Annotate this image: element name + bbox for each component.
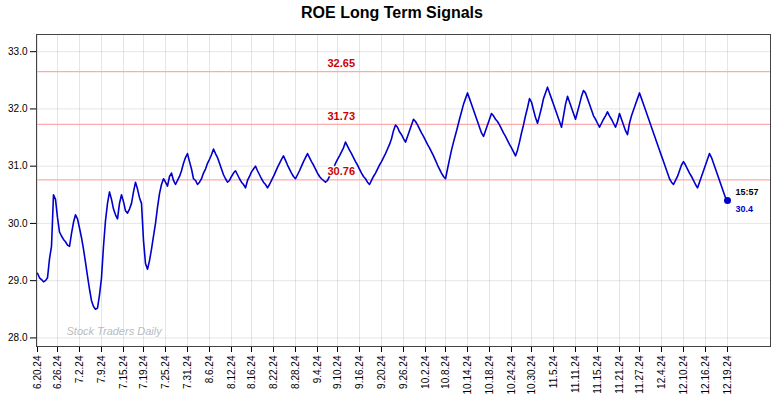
- svg-text:7.25.24: 7.25.24: [160, 355, 171, 389]
- svg-text:6.20.24: 6.20.24: [32, 355, 43, 389]
- svg-text:8.12.24: 8.12.24: [226, 355, 237, 389]
- svg-text:11.21.24: 11.21.24: [614, 355, 625, 394]
- svg-text:7.9.24: 7.9.24: [96, 355, 107, 383]
- svg-text:9.26.24: 9.26.24: [398, 355, 409, 389]
- svg-text:8.22.24: 8.22.24: [268, 355, 279, 389]
- svg-text:7.19.24: 7.19.24: [138, 355, 149, 389]
- svg-text:9.20.24: 9.20.24: [376, 355, 387, 389]
- svg-text:10.14.24: 10.14.24: [462, 355, 473, 394]
- svg-text:9.10.24: 9.10.24: [332, 355, 343, 389]
- svg-text:6.26.24: 6.26.24: [52, 355, 63, 389]
- svg-text:30.0: 30.0: [8, 218, 28, 229]
- svg-text:9.4.24: 9.4.24: [312, 355, 323, 383]
- svg-text:7.2.24: 7.2.24: [74, 355, 85, 383]
- svg-text:10.18.24: 10.18.24: [484, 355, 495, 394]
- svg-text:8.6.24: 8.6.24: [204, 355, 215, 383]
- svg-text:7.31.24: 7.31.24: [182, 355, 193, 389]
- svg-text:29.0: 29.0: [8, 275, 28, 286]
- svg-text:30.4: 30.4: [736, 204, 754, 214]
- html-text:ROE Long Term Signals: ROE Long Term Signals: [301, 4, 483, 21]
- svg-text:10.30.24: 10.30.24: [526, 355, 537, 394]
- svg-text:12.19.24: 12.19.24: [722, 355, 733, 394]
- svg-text:11.15.24: 11.15.24: [592, 355, 603, 394]
- svg-text:12.10.24: 12.10.24: [678, 355, 689, 394]
- svg-text:Stock Traders Daily: Stock Traders Daily: [67, 325, 164, 337]
- svg-text:15:57: 15:57: [736, 187, 759, 197]
- svg-text:32.0: 32.0: [8, 103, 28, 114]
- svg-text:31.0: 31.0: [8, 160, 28, 171]
- svg-text:31.73: 31.73: [328, 110, 356, 122]
- svg-text:8.28.24: 8.28.24: [290, 355, 301, 389]
- svg-text:11.11.24: 11.11.24: [570, 355, 581, 393]
- svg-text:12.16.24: 12.16.24: [700, 355, 711, 394]
- svg-text:28.0: 28.0: [8, 332, 28, 343]
- svg-text:32.65: 32.65: [328, 57, 356, 69]
- svg-text:11.27.24: 11.27.24: [634, 355, 645, 394]
- svg-text:10.24.24: 10.24.24: [506, 355, 517, 394]
- svg-text:12.4.24: 12.4.24: [656, 355, 667, 389]
- svg-text:9.16.24: 9.16.24: [354, 355, 365, 389]
- svg-text:30.76: 30.76: [328, 165, 356, 177]
- svg-text:10.8.24: 10.8.24: [440, 355, 451, 389]
- svg-text:10.2.24: 10.2.24: [420, 355, 431, 389]
- svg-text:33.0: 33.0: [8, 46, 28, 57]
- svg-text:11.5.24: 11.5.24: [548, 355, 559, 388]
- svg-text:7.15.24: 7.15.24: [118, 355, 129, 389]
- svg-text:8.16.24: 8.16.24: [246, 355, 257, 389]
